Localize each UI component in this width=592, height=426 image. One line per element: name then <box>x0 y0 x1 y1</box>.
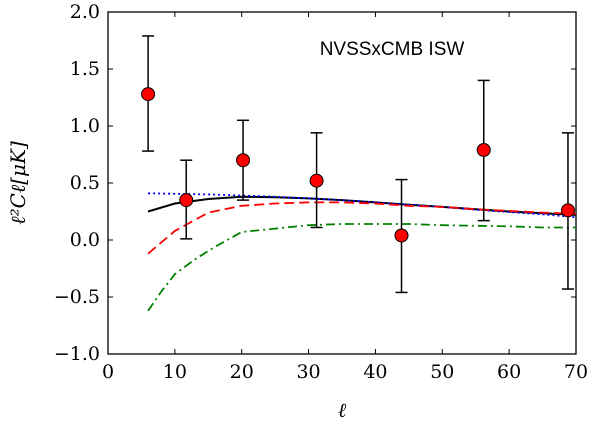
data-point <box>560 203 575 218</box>
data-point <box>309 173 324 188</box>
y-tick-label: 0.5 <box>70 172 100 194</box>
data-point <box>141 87 156 102</box>
x-tick-label: 0 <box>102 361 114 383</box>
x-axis-label: ℓ <box>338 398 347 422</box>
y-tick-label: −0.5 <box>54 286 100 308</box>
data-points <box>141 87 575 243</box>
y-tick-label: 1.0 <box>70 115 100 137</box>
data-point <box>179 193 194 208</box>
curve-dashed <box>147 201 577 255</box>
curve-dashdot <box>147 223 576 312</box>
x-tick-label: 40 <box>363 361 387 383</box>
y-tick-label: 2.0 <box>70 1 100 23</box>
y-tick-label: 1.5 <box>70 58 100 80</box>
x-tick-label: 30 <box>296 361 320 383</box>
x-tick-label: 70 <box>564 361 588 383</box>
ticks: 0 10 20 30 40 50 60 70 −1.0 −0.5 0.0 0.5 1.0 1.5 2.0 <box>54 1 588 383</box>
y-axis-label: ℓ²Cℓ[μK] <box>6 141 30 225</box>
data-point <box>476 142 491 157</box>
plot-frame <box>107 11 577 355</box>
x-tick-label: 10 <box>163 361 187 383</box>
x-tick-label: 50 <box>430 361 454 383</box>
curve-dotted <box>148 192 577 219</box>
y-tick-label: 0.0 <box>70 229 100 251</box>
data-point <box>236 153 251 168</box>
y-tick-label: −1.0 <box>54 343 100 365</box>
error-bars <box>142 35 574 294</box>
model-curves <box>147 192 577 312</box>
x-tick-label: 60 <box>497 361 521 383</box>
x-tick-label: 20 <box>230 361 254 383</box>
data-point <box>394 228 409 243</box>
chart-annotation: NVSSxCMB ISW <box>320 39 465 60</box>
